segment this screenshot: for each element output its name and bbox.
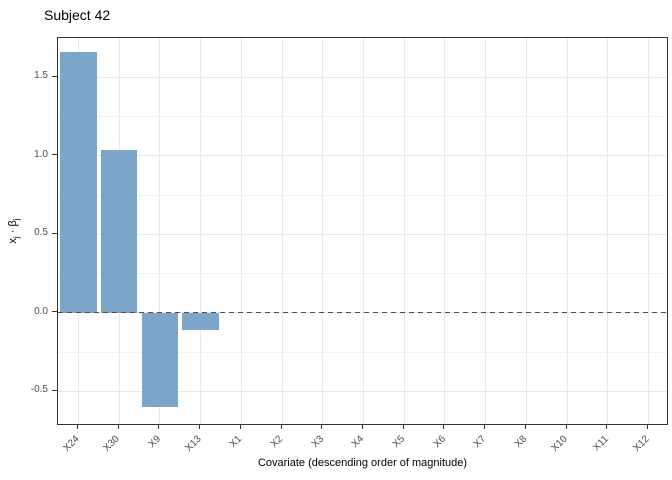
x-tick-label-X2: X2 xyxy=(268,433,285,451)
x-tick-label-X5: X5 xyxy=(390,433,408,451)
x-axis-title: Covariate (descending order of magnitude… xyxy=(257,457,468,469)
x-tick-mark xyxy=(565,425,567,429)
x-tick-mark xyxy=(484,425,486,429)
x-tick-mark xyxy=(362,425,363,429)
gridline-vertical xyxy=(281,38,283,424)
x-tick-label-X11: X11 xyxy=(590,433,611,454)
x-tick-mark xyxy=(647,425,649,429)
y-tick-label: -0.5 xyxy=(30,384,48,396)
gridline-minor xyxy=(58,351,667,353)
x-tick-mark xyxy=(158,425,160,429)
x-tick-label-X7: X7 xyxy=(472,433,489,451)
y-label-beta-subscript: j xyxy=(12,218,22,221)
gridline-vertical xyxy=(485,38,487,424)
x-tick-mark xyxy=(199,425,201,429)
gridline-vertical xyxy=(363,38,364,424)
gridline-vertical xyxy=(607,38,609,424)
gridline-vertical xyxy=(648,38,650,424)
gridline-vertical xyxy=(322,38,324,424)
gridline-vertical xyxy=(200,38,202,424)
x-tick-label-X24: X24 xyxy=(60,433,82,454)
x-tick-mark xyxy=(606,425,608,429)
y-tick-label: 1.5 xyxy=(34,70,48,82)
gridline-minor xyxy=(58,194,667,196)
bar-X13 xyxy=(182,312,219,331)
y-tick-mark xyxy=(52,389,57,391)
x-tick-label-X12: X12 xyxy=(631,433,652,454)
y-label-beta: β xyxy=(6,220,19,227)
gridline-minor xyxy=(58,273,667,275)
gridline-vertical xyxy=(159,38,161,424)
x-tick-mark xyxy=(443,425,445,429)
x-tick-label-X30: X30 xyxy=(101,433,122,454)
x-tick-mark xyxy=(76,425,78,429)
zero-dashed-line xyxy=(58,312,667,314)
bar-X30 xyxy=(100,149,138,313)
x-tick-label-X4: X4 xyxy=(349,433,367,451)
gridline-vertical xyxy=(240,38,242,424)
x-tick-label-X1: X1 xyxy=(227,433,245,451)
bar-X9 xyxy=(141,312,179,408)
gridline-major xyxy=(58,390,667,392)
x-tick-label-X9: X9 xyxy=(146,433,163,451)
bar-X24 xyxy=(60,52,97,313)
x-tick-label-X8: X8 xyxy=(512,433,530,451)
y-tick-label: 0.0 xyxy=(34,305,48,317)
x-tick-mark xyxy=(524,425,526,429)
y-tick-mark xyxy=(52,75,57,77)
y-tick-mark xyxy=(52,154,57,156)
y-tick-mark xyxy=(52,232,57,234)
gridline-vertical xyxy=(403,38,405,424)
x-tick-mark xyxy=(402,425,404,429)
x-tick-label-X6: X6 xyxy=(431,433,448,451)
plot-title: Subject 42 xyxy=(44,7,111,23)
y-tick-label: 1.0 xyxy=(34,148,48,160)
plot-panel xyxy=(57,37,668,425)
x-tick-label-X10: X10 xyxy=(549,433,571,454)
gridline-vertical xyxy=(566,38,568,424)
y-tick-label: 0.5 xyxy=(34,227,48,239)
y-tick-mark xyxy=(52,311,57,313)
gridline-major xyxy=(58,76,667,78)
x-tick-mark xyxy=(280,425,282,429)
gridline-major xyxy=(58,233,667,235)
gridline-minor xyxy=(58,116,667,118)
x-tick-label-X13: X13 xyxy=(183,433,204,454)
gridline-vertical xyxy=(525,38,527,424)
x-tick-mark xyxy=(321,425,323,429)
gridline-major xyxy=(58,155,667,157)
x-tick-mark xyxy=(239,425,241,429)
gridline-vertical xyxy=(444,38,446,424)
x-tick-mark xyxy=(117,425,119,429)
x-tick-label-X3: X3 xyxy=(309,433,326,451)
